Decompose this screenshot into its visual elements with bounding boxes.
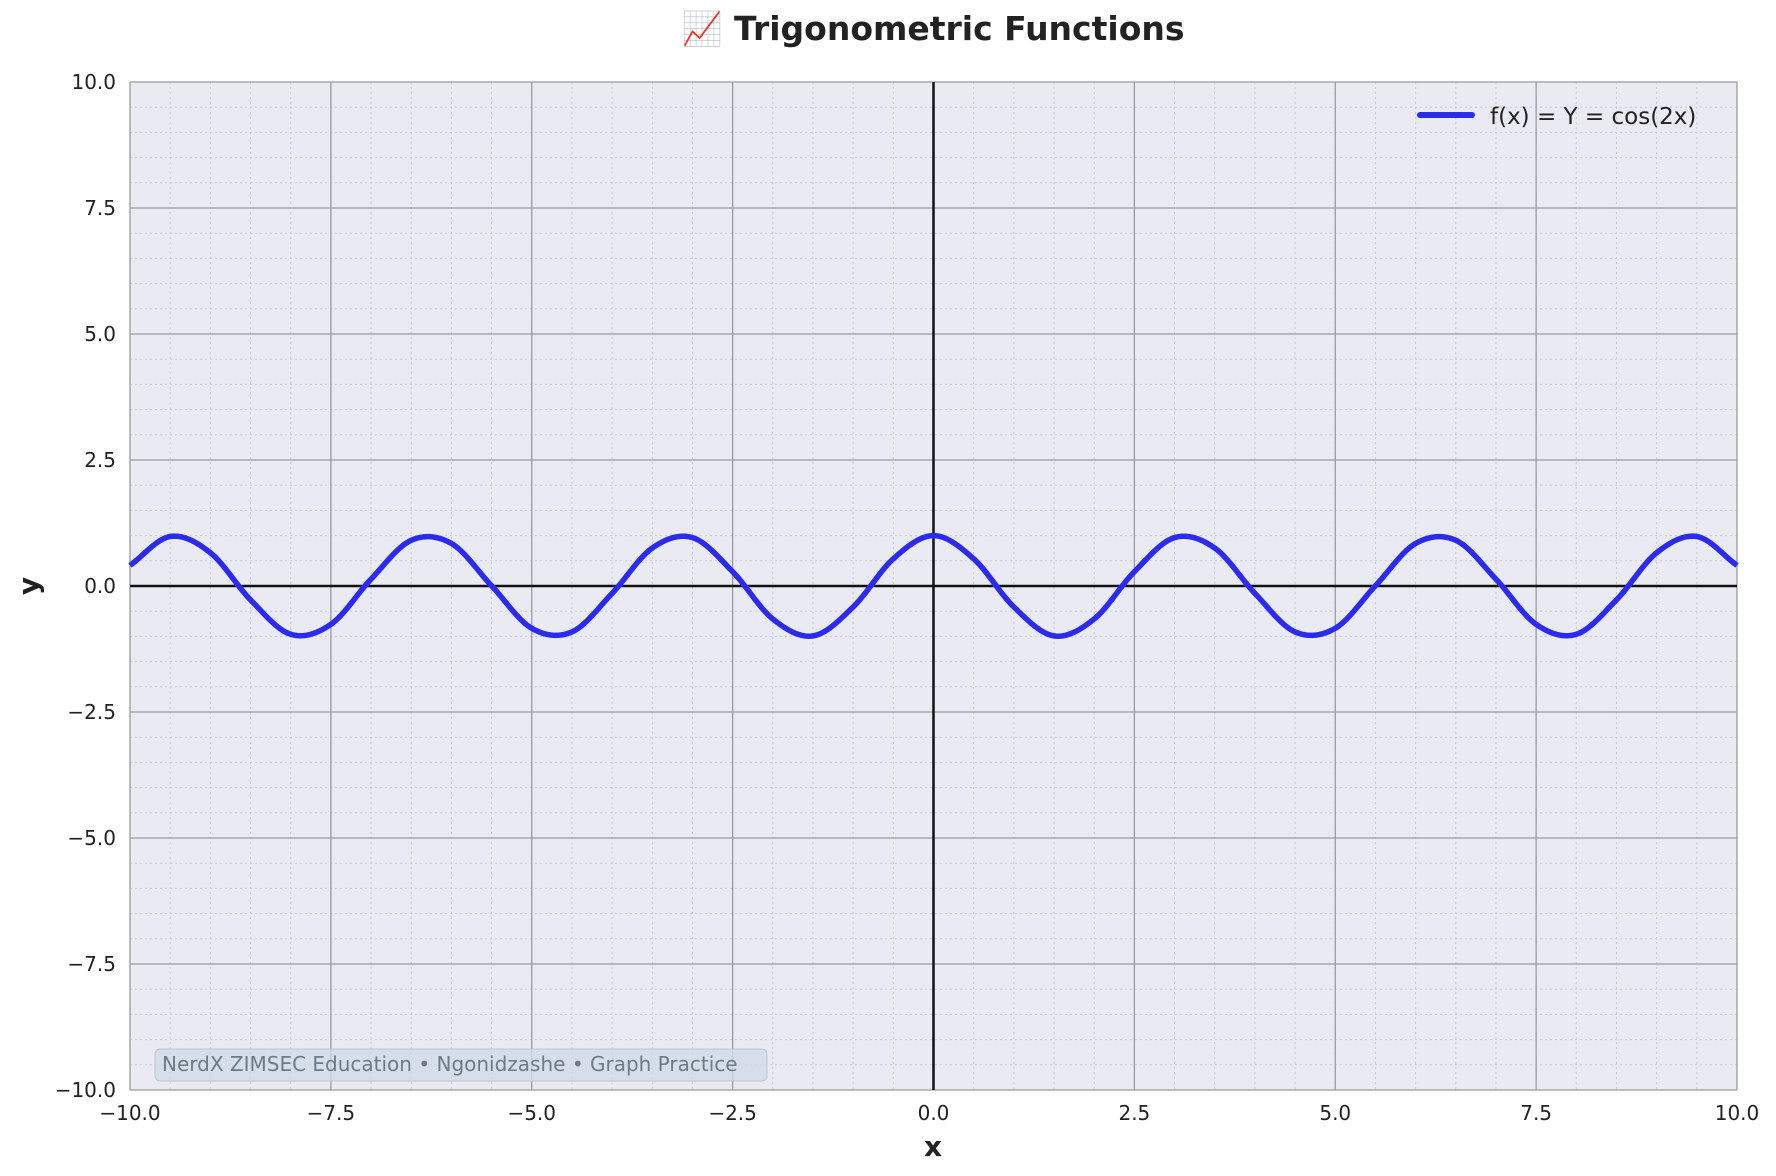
y-tick-label: −2.5 xyxy=(67,700,116,724)
x-tick-label: 2.5 xyxy=(1118,1101,1150,1125)
x-tick-label: −7.5 xyxy=(307,1101,356,1125)
y-tick-labels: −10.0 −7.5 −5.0 −2.5 0.0 2.5 5.0 7.5 10.0 xyxy=(55,70,116,1102)
legend-label: f(x) = Y = cos(2x) xyxy=(1490,104,1696,130)
y-axis-label: y xyxy=(12,577,45,595)
watermark: NerdX ZIMSEC Education • Ngonidzashe • G… xyxy=(154,1048,768,1082)
x-tick-label: −10.0 xyxy=(99,1101,160,1125)
x-tick-label: 0.0 xyxy=(918,1101,950,1125)
x-tick-label: 5.0 xyxy=(1319,1101,1351,1125)
y-tick-label: −10.0 xyxy=(55,1078,116,1102)
y-tick-label: 0.0 xyxy=(84,574,116,598)
series-line-cos2x xyxy=(128,532,1739,639)
y-tick-label: 5.0 xyxy=(84,322,116,346)
watermark-text: NerdX ZIMSEC Education • Ngonidzashe • G… xyxy=(162,1052,738,1076)
x-tick-label: 10.0 xyxy=(1715,1101,1760,1125)
x-tick-label: −2.5 xyxy=(708,1101,757,1125)
y-tick-label: −5.0 xyxy=(67,826,116,850)
x-tick-label: −5.0 xyxy=(507,1101,556,1125)
legend: f(x) = Y = cos(2x) xyxy=(1417,104,1696,130)
x-tick-label: 7.5 xyxy=(1520,1101,1552,1125)
y-tick-label: −7.5 xyxy=(67,952,116,976)
y-tick-label: 10.0 xyxy=(71,70,116,94)
y-tick-label: 7.5 xyxy=(84,196,116,220)
watermark-box xyxy=(154,1048,768,1082)
chart-title: 📈 Trigonometric Functions xyxy=(681,9,1184,48)
x-tick-labels: −10.0 −7.5 −5.0 −2.5 0.0 2.5 5.0 7.5 10.0 xyxy=(99,1101,1759,1125)
zero-axes xyxy=(130,82,1737,1090)
y-tick-label: 2.5 xyxy=(84,448,116,472)
x-axis-label: x xyxy=(924,1130,942,1163)
